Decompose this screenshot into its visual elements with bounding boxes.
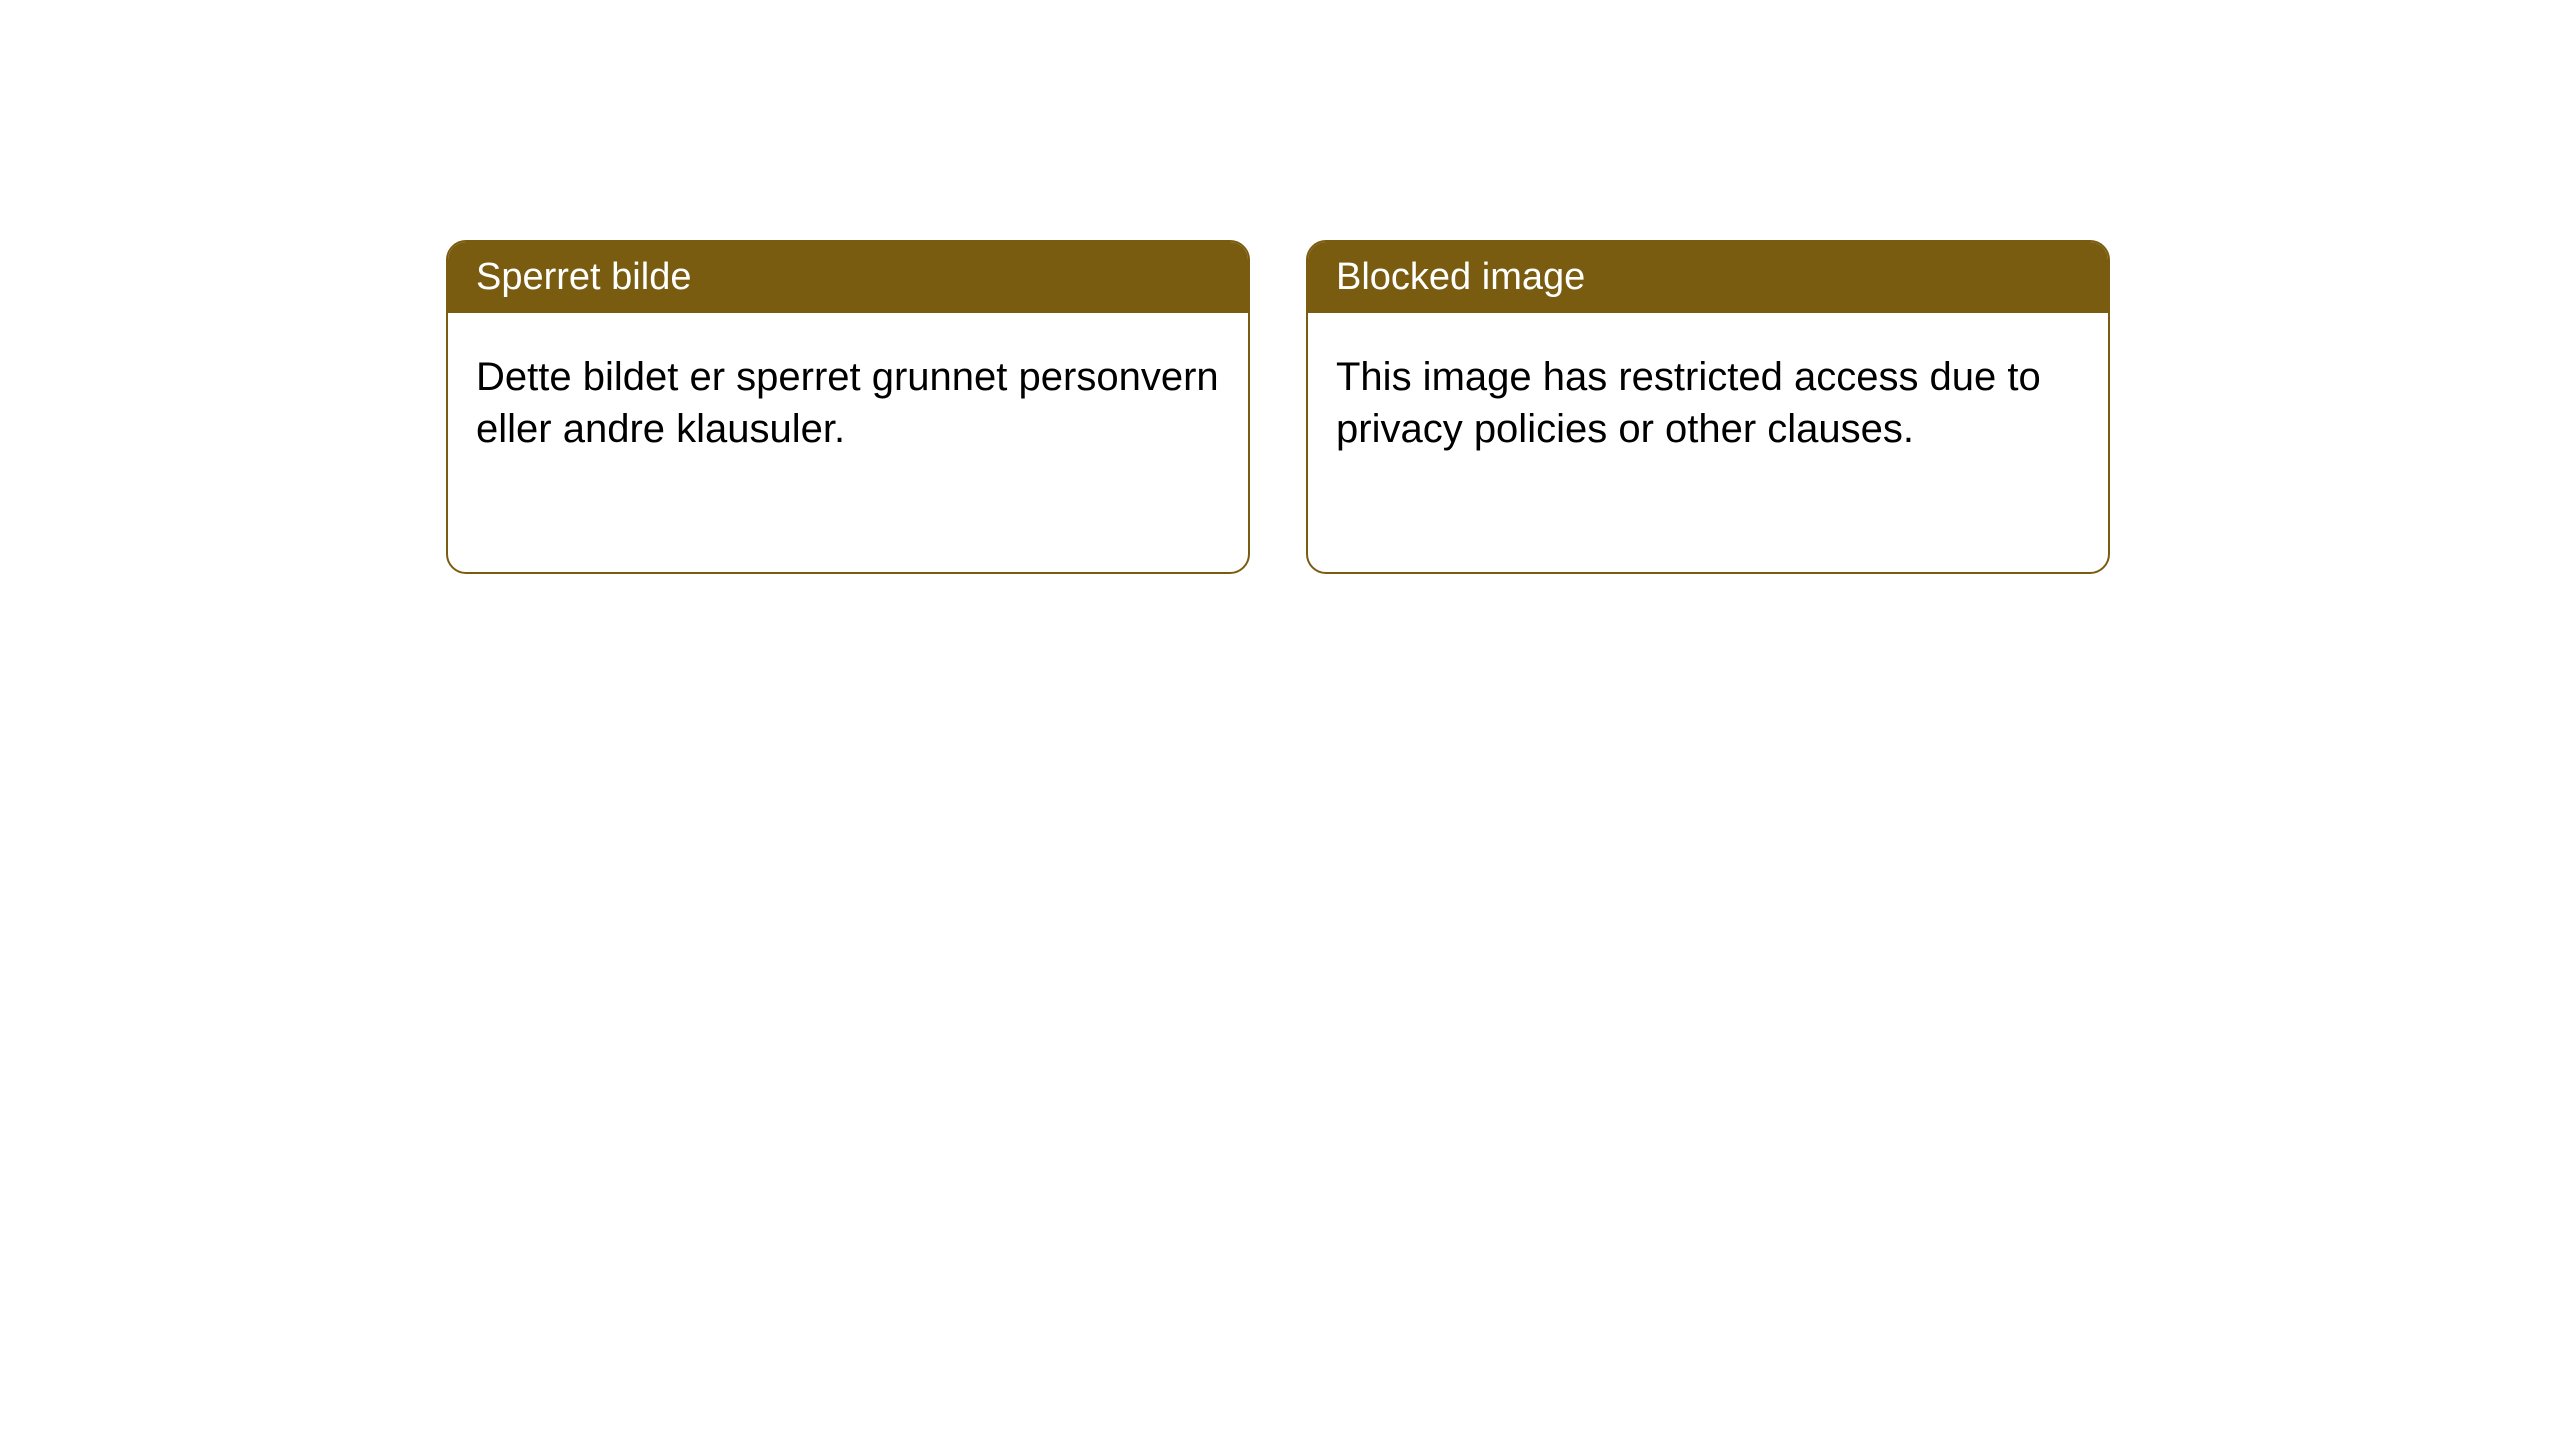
notice-body-text: Dette bildet er sperret grunnet personve… — [476, 355, 1219, 451]
notice-title: Sperret bilde — [476, 256, 691, 298]
notice-card-norwegian: Sperret bilde Dette bildet er sperret gr… — [446, 240, 1250, 574]
notice-title: Blocked image — [1336, 256, 1585, 298]
notice-card-english: Blocked image This image has restricted … — [1306, 240, 2110, 574]
notice-body-text: This image has restricted access due to … — [1336, 355, 2041, 451]
notice-body: Dette bildet er sperret grunnet personve… — [448, 313, 1248, 493]
notice-header: Sperret bilde — [448, 242, 1248, 313]
notice-body: This image has restricted access due to … — [1308, 313, 2108, 493]
notice-header: Blocked image — [1308, 242, 2108, 313]
notice-container: Sperret bilde Dette bildet er sperret gr… — [0, 0, 2560, 574]
